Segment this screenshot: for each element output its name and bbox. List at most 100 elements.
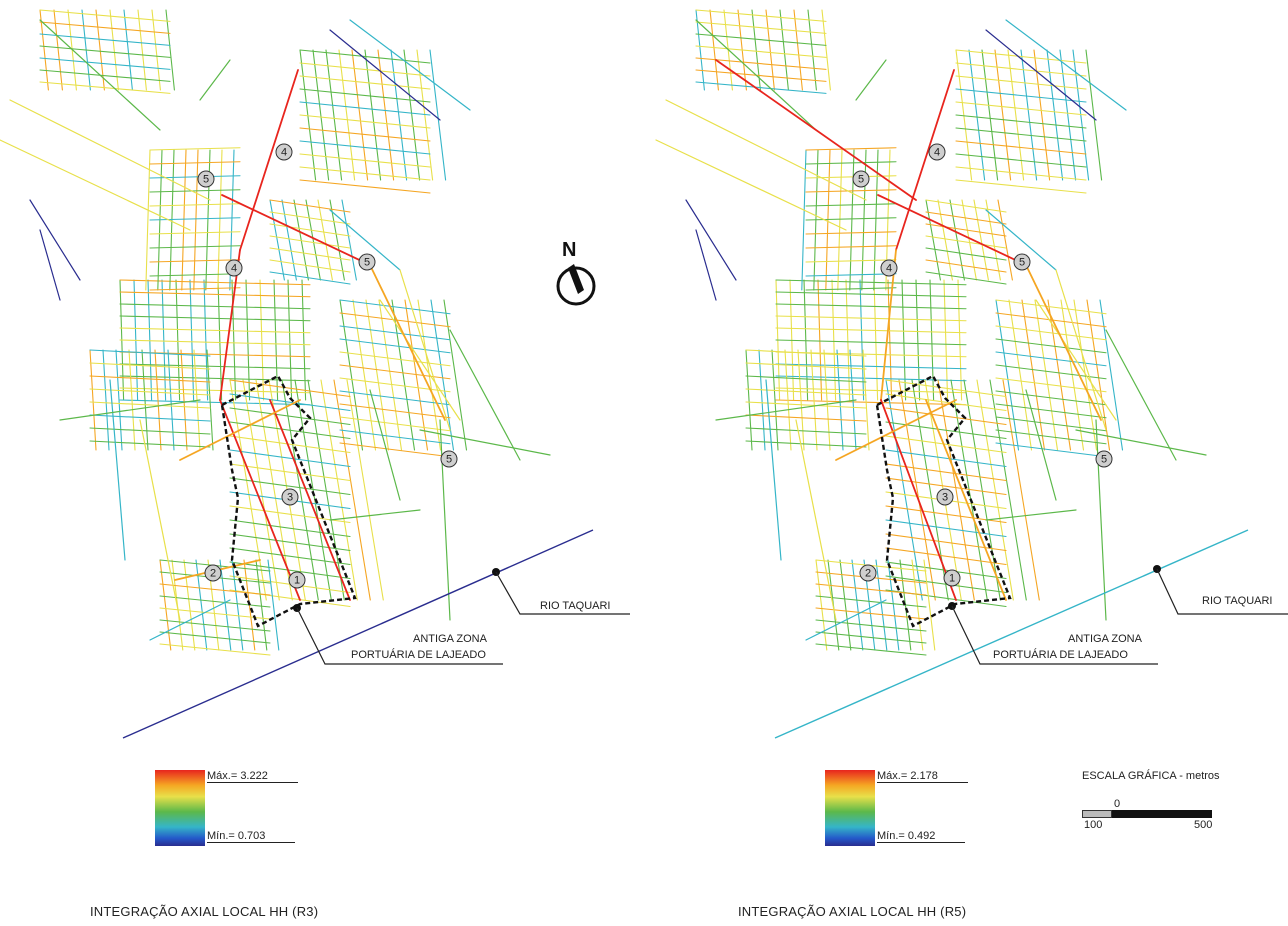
- axial-line: [29, 199, 81, 281]
- axial-line: [346, 379, 384, 601]
- axial-line: [39, 9, 171, 22]
- axial-line: [269, 211, 351, 225]
- axial-line: [849, 149, 855, 291]
- marker-label: 3: [942, 492, 948, 504]
- marker-label: 5: [1019, 257, 1025, 269]
- axial-line: [695, 9, 827, 22]
- axial-line: [325, 49, 343, 181]
- axial-line: [329, 209, 401, 271]
- axial-line: [837, 149, 843, 291]
- marker-circle: [880, 259, 898, 277]
- scale-bar-segment: [1082, 810, 1112, 818]
- axial-line: [141, 349, 149, 451]
- axial-line: [89, 388, 211, 396]
- axial-line: [299, 127, 431, 142]
- axial-line: [1025, 264, 1102, 421]
- axial-line: [995, 429, 1107, 445]
- river-line: [774, 529, 1249, 739]
- marker-label: 4: [281, 147, 287, 159]
- axial-line: [39, 45, 171, 58]
- axial-line: [119, 303, 311, 310]
- marker-circle: [852, 170, 870, 188]
- axial-line: [329, 199, 345, 281]
- axial-line: [399, 269, 451, 431]
- axial-line: [1105, 329, 1177, 461]
- axial-line: [199, 59, 231, 101]
- axial-line: [885, 393, 1007, 412]
- axial-line: [89, 440, 211, 448]
- axial-line: [1008, 299, 1033, 451]
- legend-min-label: Mín.= 0.703: [207, 830, 296, 843]
- axial-line: [229, 547, 351, 566]
- axial-line: [839, 559, 852, 651]
- axial-line: [159, 631, 271, 644]
- axial-line: [229, 463, 351, 482]
- axial-line: [901, 279, 907, 401]
- legend-gradient: [825, 770, 875, 846]
- axial-line: [299, 153, 431, 168]
- axial-line: [109, 379, 126, 561]
- marker-group: 1 2 3 4 4 5 5 5: [852, 143, 1113, 587]
- axial-line: [119, 339, 311, 346]
- axial-line: [293, 199, 309, 281]
- axial-line: [137, 9, 147, 91]
- street-network: [655, 9, 1207, 656]
- axial-line: [1055, 269, 1107, 431]
- axial-line: [149, 203, 241, 207]
- axial-line: [287, 279, 293, 401]
- axial-line: [161, 279, 167, 401]
- axial-map-r5: RIO TAQUARI ANTIGA ZONA PORTUÁRIA DE LAJ…: [655, 9, 1288, 739]
- axial-line: [229, 533, 351, 552]
- axial-line: [887, 559, 900, 651]
- axial-line: [1099, 299, 1124, 451]
- axial-line: [1085, 49, 1103, 181]
- axial-line: [995, 390, 1107, 406]
- axial-line: [339, 299, 451, 315]
- axial-line: [89, 375, 211, 383]
- marker-label: 3: [287, 492, 293, 504]
- axial-line: [775, 399, 967, 406]
- axial-line: [229, 379, 351, 398]
- axial-line: [745, 375, 867, 383]
- axial-line: [695, 21, 827, 34]
- axial-line: [805, 217, 897, 221]
- axial-line: [845, 279, 851, 401]
- axial-line: [955, 49, 973, 181]
- axial-line: [885, 477, 1007, 496]
- graphic-scale: ESCALA GRÁFICA - metros 0 100 500: [1082, 770, 1282, 850]
- axial-line: [39, 19, 161, 131]
- axial-line: [339, 338, 451, 354]
- axial-line: [968, 49, 986, 181]
- axial-line: [915, 279, 921, 401]
- axial-line: [885, 407, 1007, 426]
- axial-line: [339, 312, 451, 328]
- axial-line: [377, 49, 395, 181]
- marker-circle: [288, 571, 306, 589]
- axial-line: [925, 211, 1007, 225]
- axial-line: [39, 81, 171, 94]
- axial-line: [815, 619, 927, 632]
- axial-line: [89, 401, 211, 409]
- axial-line: [745, 440, 867, 448]
- axial-line: [149, 273, 241, 277]
- marker-circle: [204, 564, 222, 582]
- axial-line: [294, 379, 332, 601]
- compass-needle-icon: [568, 264, 584, 294]
- axial-line: [955, 88, 1087, 103]
- axial-line: [950, 379, 988, 601]
- axial-line: [119, 387, 311, 394]
- axial-line: [985, 29, 1097, 121]
- axial-line: [765, 379, 782, 561]
- axial-line: [341, 199, 357, 281]
- axial-line: [1005, 19, 1127, 111]
- axial-line: [995, 377, 1107, 393]
- axial-line: [855, 59, 887, 101]
- marker-circle: [859, 564, 877, 582]
- axial-line: [39, 21, 171, 34]
- axial-line: [695, 19, 817, 131]
- axial-line: [995, 312, 1107, 328]
- axial-line: [119, 279, 311, 286]
- axial-line: [955, 153, 1087, 168]
- axial-line: [39, 229, 61, 301]
- axial-line: [339, 442, 451, 458]
